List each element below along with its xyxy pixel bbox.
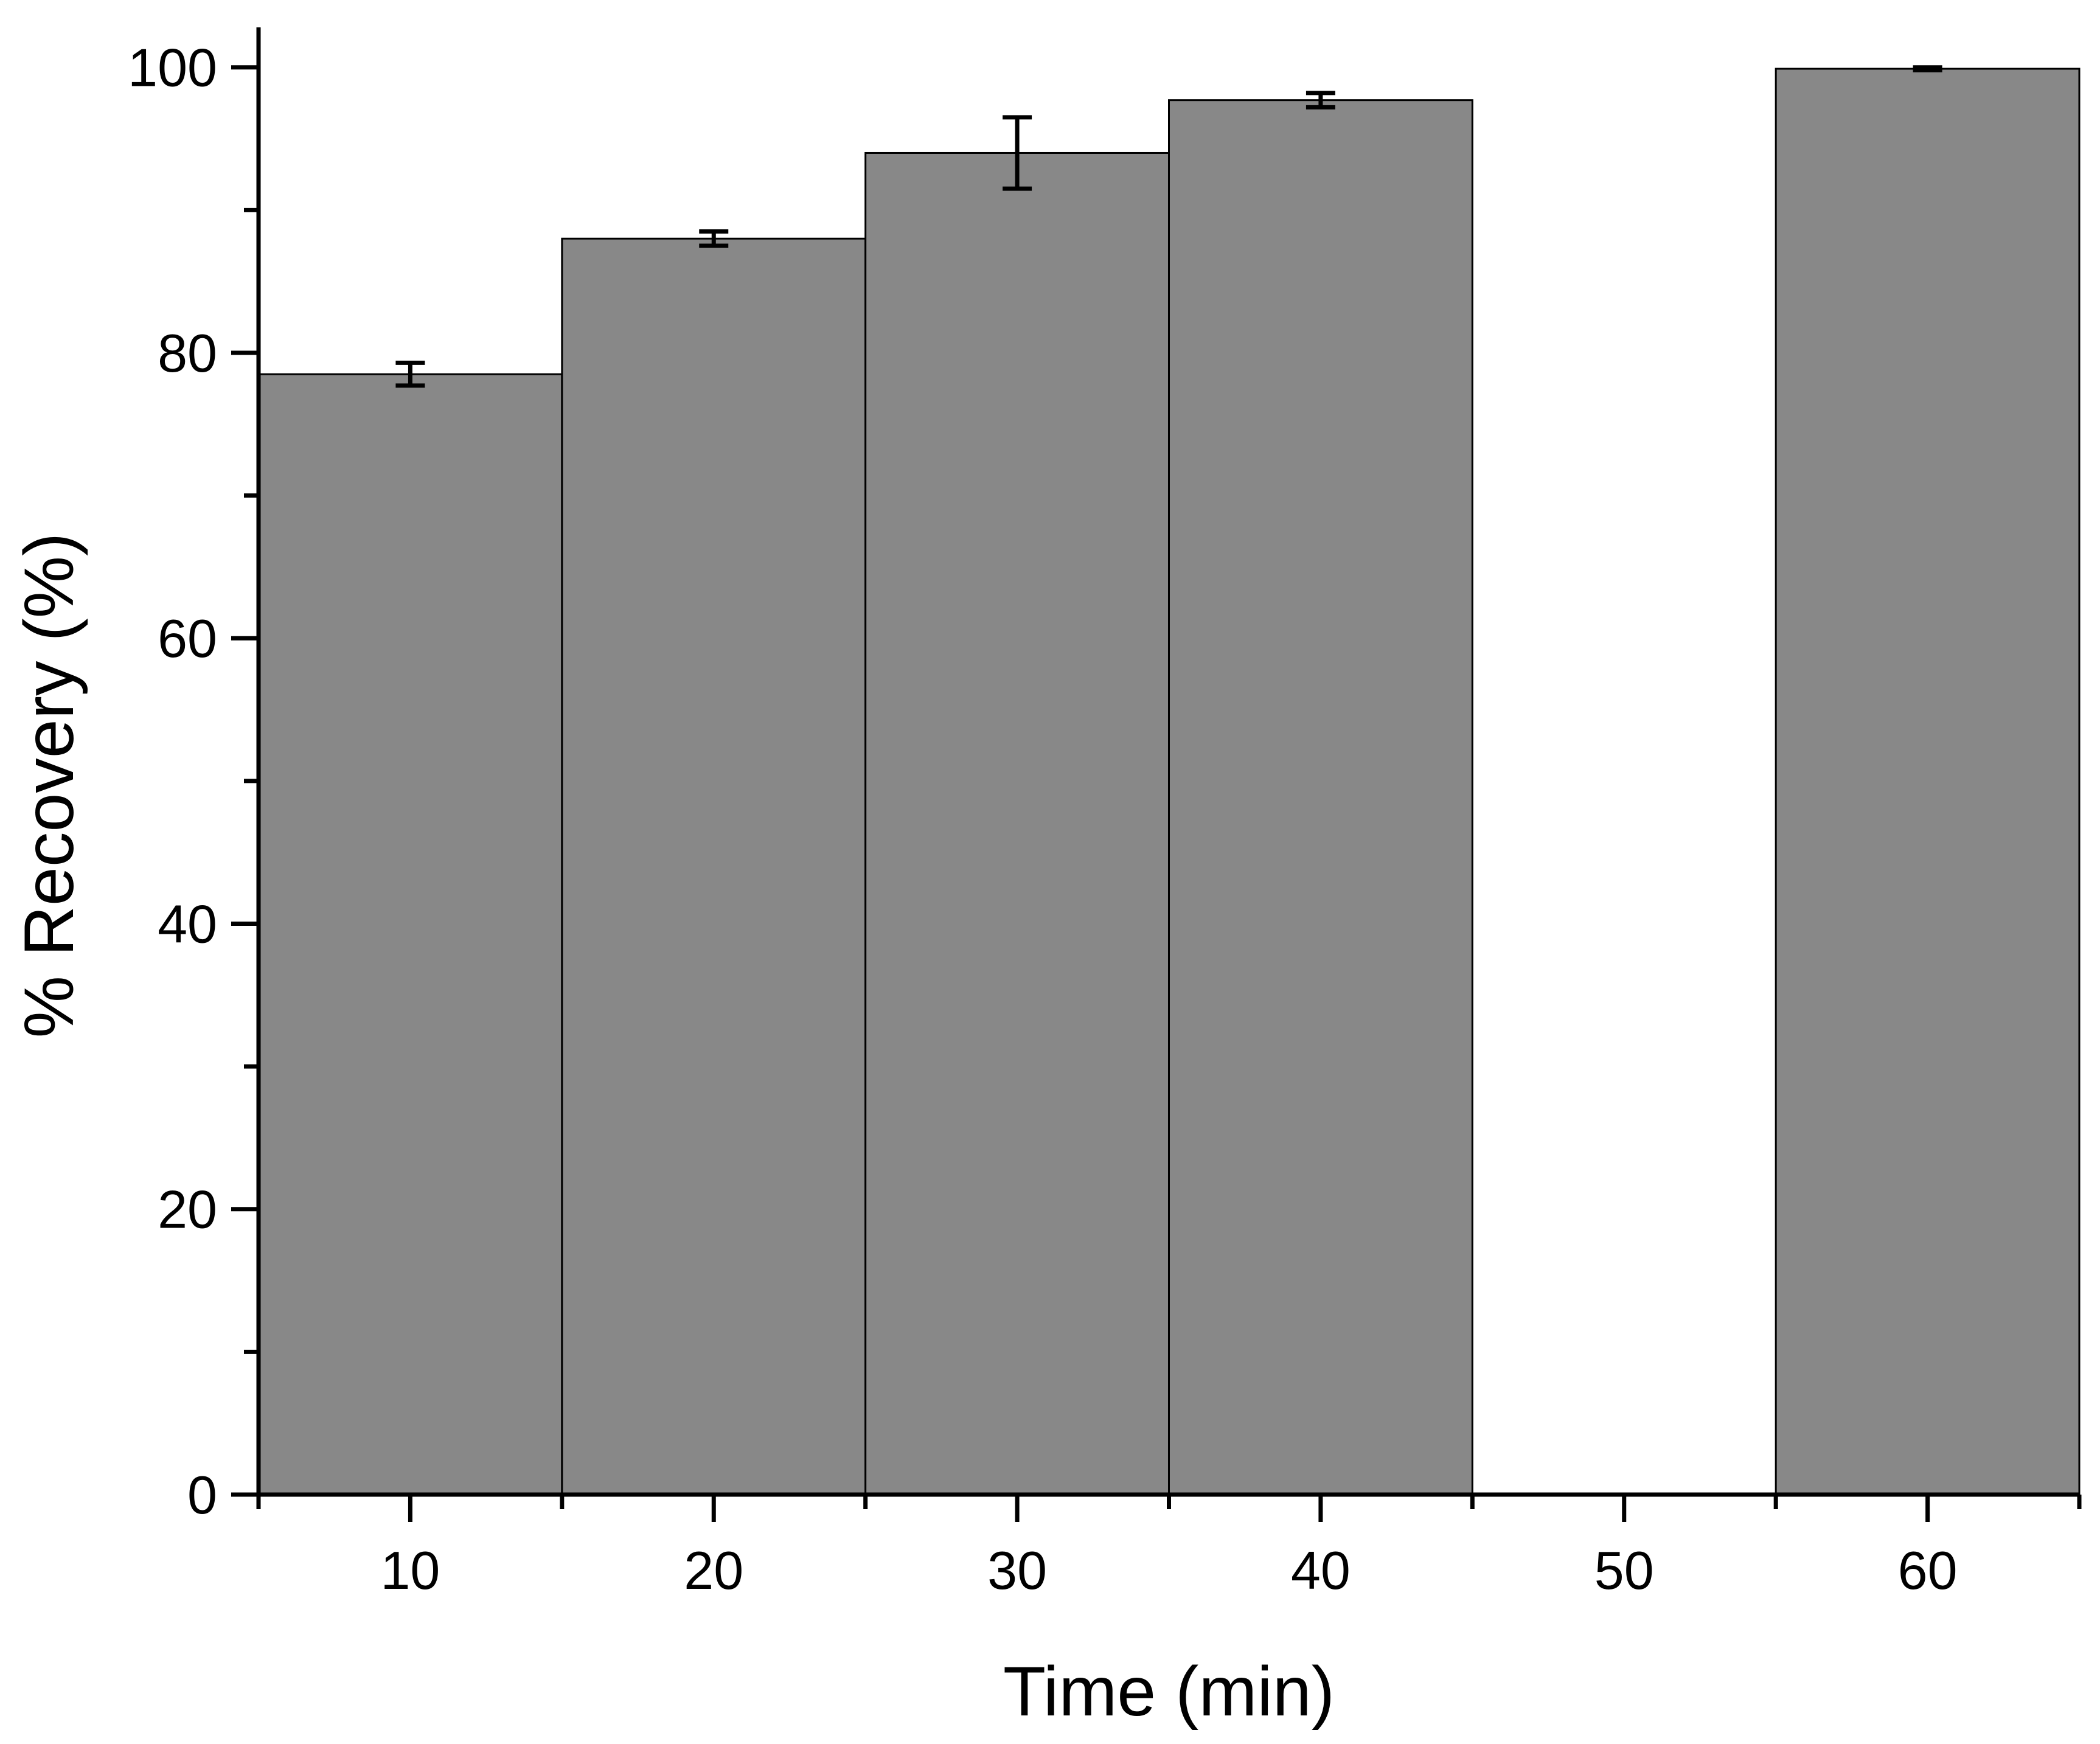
y-tick-label-40: 40 <box>158 894 217 954</box>
error-bar-20 <box>699 229 729 248</box>
y-tick-label-0: 0 <box>187 1465 217 1525</box>
error-bar-60 <box>1913 65 1942 72</box>
error-bar-10 <box>395 360 425 388</box>
x-tick-label-30: 30 <box>987 1540 1047 1600</box>
y-tick-label-100: 100 <box>128 38 217 98</box>
x-axis-title: Time (min) <box>1003 1653 1335 1731</box>
bar-60 <box>1775 68 2081 1496</box>
x-tick-label-40: 40 <box>1291 1540 1351 1600</box>
y-tick-label-20: 20 <box>158 1179 217 1240</box>
x-tick-label-50: 50 <box>1594 1540 1654 1600</box>
bar-40 <box>1168 99 1473 1496</box>
y-tick-label-80: 80 <box>158 323 217 383</box>
ticks-layer: 0 20 40 60 80 100 10 20 30 40 50 60 <box>128 38 2082 1600</box>
bars-layer <box>257 68 2081 1496</box>
bar-30 <box>864 151 1170 1496</box>
error-bar-30 <box>1003 115 1032 191</box>
x-tick-label-10: 10 <box>380 1540 440 1600</box>
error-bar-40 <box>1306 91 1335 109</box>
bar-20 <box>561 237 867 1496</box>
y-axis-title: % Recovery (%) <box>10 533 88 1038</box>
x-tick-label-60: 60 <box>1898 1540 1958 1600</box>
y-tick-label-60: 60 <box>158 608 217 669</box>
x-tick-label-20: 20 <box>684 1540 743 1600</box>
axes-layer <box>234 27 2079 1497</box>
error-bars-layer <box>395 65 1942 388</box>
bar-10 <box>257 373 563 1496</box>
